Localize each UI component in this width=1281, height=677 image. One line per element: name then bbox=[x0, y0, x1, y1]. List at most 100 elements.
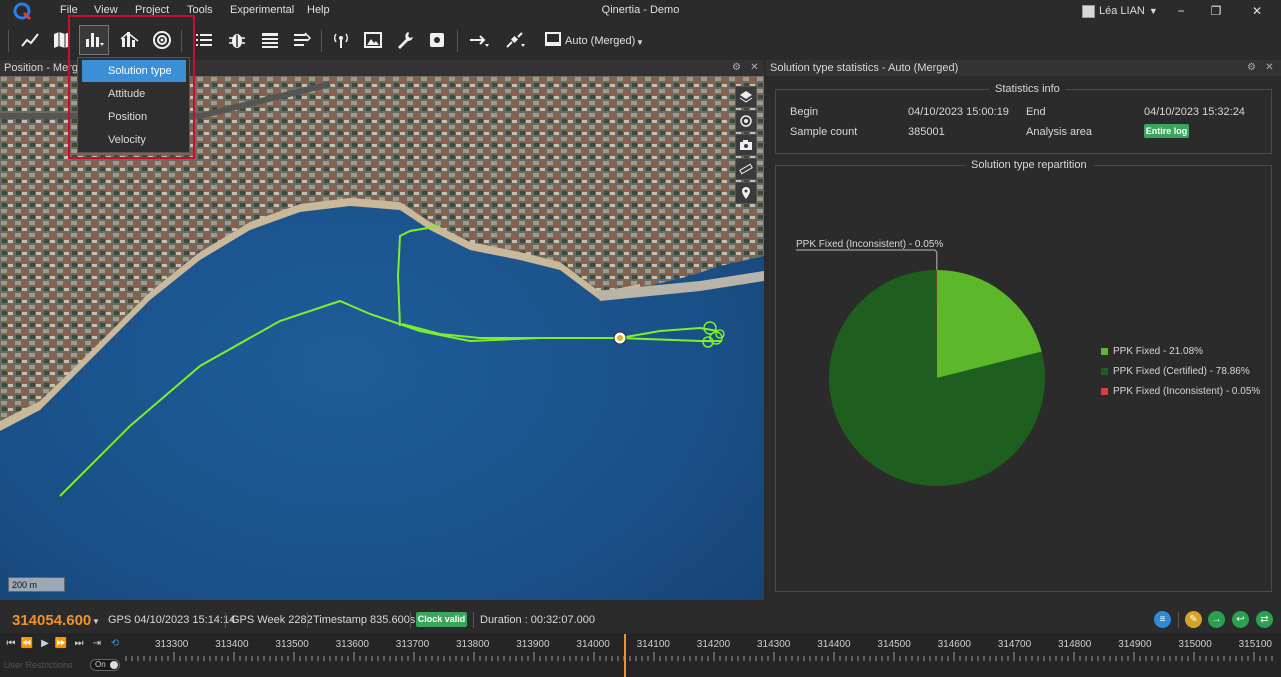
ruler-icon bbox=[739, 163, 753, 175]
timeline-tick-label: 313700 bbox=[395, 639, 430, 650]
minimize-button[interactable]: − bbox=[1177, 4, 1185, 18]
timestamp: Timestamp 835.600s bbox=[313, 614, 416, 626]
camera-icon bbox=[740, 140, 752, 150]
maximize-button[interactable]: ❐ bbox=[1210, 4, 1222, 18]
debug-button[interactable] bbox=[222, 25, 252, 55]
image-button[interactable] bbox=[358, 25, 388, 55]
legend-label: PPK Fixed (Inconsistent) - 0.05% bbox=[1113, 386, 1261, 397]
return-button[interactable]: ↩ bbox=[1232, 611, 1249, 628]
end-label: End bbox=[1026, 106, 1046, 118]
ruler-button[interactable] bbox=[735, 158, 757, 180]
timeline-tick-label: 313800 bbox=[456, 639, 490, 650]
gps-week: GPS Week 2282 bbox=[231, 614, 313, 626]
line-chart-button[interactable] bbox=[15, 25, 45, 55]
skip-end-icon[interactable]: ⏭ bbox=[74, 638, 84, 649]
timeline-tick-label: 313600 bbox=[335, 639, 369, 650]
menu-view[interactable]: View bbox=[94, 4, 118, 16]
list-view-button[interactable]: ≡ bbox=[1154, 611, 1171, 628]
map-button[interactable] bbox=[47, 25, 77, 55]
list-button[interactable] bbox=[189, 25, 219, 55]
table-icon bbox=[262, 33, 278, 48]
antenna-icon bbox=[334, 33, 348, 48]
target-button[interactable] bbox=[147, 25, 177, 55]
settings-button[interactable] bbox=[422, 25, 452, 55]
tools-button[interactable] bbox=[390, 25, 420, 55]
user-menu[interactable]: Léa LIAN ▼ bbox=[1082, 3, 1158, 19]
next-step-icon[interactable]: ⇥ bbox=[92, 638, 102, 649]
timeline-cursor[interactable] bbox=[624, 634, 626, 677]
layers-button[interactable] bbox=[735, 86, 757, 108]
histogram-icon bbox=[120, 32, 139, 47]
legend-swatch bbox=[1101, 368, 1108, 375]
settings-icon[interactable]: ⚙ bbox=[1247, 62, 1256, 73]
fast-forward-icon[interactable]: ⏩ bbox=[54, 638, 68, 649]
list-icon bbox=[196, 34, 212, 46]
table-button[interactable] bbox=[255, 25, 285, 55]
loop-icon[interactable]: ⟲ bbox=[110, 638, 120, 649]
dropdown-item-velocity[interactable]: Velocity bbox=[108, 134, 146, 146]
chevron-down-icon[interactable]: ▼ bbox=[92, 617, 100, 626]
histogram-button[interactable] bbox=[115, 25, 145, 55]
map-view[interactable] bbox=[0, 76, 764, 600]
source-label[interactable]: Auto (Merged) bbox=[565, 35, 636, 47]
chevron-down-icon[interactable]: ▼ bbox=[636, 38, 644, 47]
rewind-icon[interactable]: ⏪ bbox=[20, 638, 34, 649]
skip-start-icon[interactable]: ⏮ bbox=[6, 638, 16, 649]
return-icon: ↩ bbox=[1236, 614, 1245, 625]
screenshot-button[interactable] bbox=[735, 134, 757, 156]
monitor-icon bbox=[545, 32, 561, 46]
timeline-tick-label: 314800 bbox=[1058, 639, 1092, 650]
statistics-info-group bbox=[775, 89, 1272, 154]
close-icon[interactable]: ✕ bbox=[1265, 62, 1274, 73]
timeline-tick-label: 313400 bbox=[215, 639, 249, 650]
play-icon[interactable]: ▶ bbox=[41, 638, 49, 649]
settings-icon[interactable]: ⚙ bbox=[732, 62, 741, 73]
dropdown-item-position[interactable]: Position bbox=[108, 111, 148, 123]
timeline-tick-label: 313300 bbox=[155, 639, 189, 650]
analysis-area-badge: Entire log bbox=[1144, 124, 1189, 138]
dropdown-item-solution-type[interactable]: Solution type bbox=[82, 60, 186, 82]
target-icon bbox=[153, 31, 171, 49]
close-button[interactable]: ✕ bbox=[1251, 4, 1263, 18]
center-position-button[interactable] bbox=[735, 110, 757, 132]
sync-button[interactable]: ✎ bbox=[1185, 611, 1202, 628]
close-icon[interactable]: ✕ bbox=[750, 62, 759, 73]
timeline[interactable] bbox=[0, 633, 1281, 677]
merge-icon bbox=[470, 35, 489, 47]
qinertia-logo-icon[interactable] bbox=[12, 2, 32, 20]
merge-button[interactable] bbox=[464, 25, 494, 55]
satellite-button[interactable] bbox=[500, 25, 530, 55]
dropdown-item-attitude[interactable]: Attitude bbox=[108, 88, 146, 100]
duration: Duration : 00:32:07.000 bbox=[480, 614, 595, 626]
timeline-tick-label: 315100 bbox=[1238, 639, 1272, 650]
legend-swatch bbox=[1101, 348, 1108, 355]
marker-button[interactable] bbox=[735, 182, 757, 204]
begin-label: Begin bbox=[790, 106, 819, 118]
menu-help[interactable]: Help bbox=[307, 4, 330, 16]
swap-button[interactable]: ⇄ bbox=[1256, 611, 1273, 628]
chevron-down-icon: ▼ bbox=[1148, 6, 1158, 16]
sample-count-value: 385001 bbox=[908, 126, 945, 138]
current-time-value[interactable]: 314054.600 bbox=[12, 612, 92, 629]
arrow-right-icon: → bbox=[1211, 614, 1222, 625]
timeline-tick-label: 314400 bbox=[817, 639, 851, 650]
legend-item: PPK Fixed (Certified) - 78.86% bbox=[1101, 366, 1250, 377]
status-bar bbox=[0, 607, 1281, 633]
menu-tools[interactable]: Tools bbox=[187, 4, 213, 16]
report-button[interactable] bbox=[287, 25, 317, 55]
antenna-button[interactable] bbox=[326, 25, 356, 55]
menu-file[interactable]: File bbox=[60, 4, 78, 16]
menu-project[interactable]: Project bbox=[135, 4, 170, 16]
forward-button[interactable]: → bbox=[1208, 611, 1225, 628]
bug-icon bbox=[229, 34, 245, 48]
legend-label: PPK Fixed - 21.08% bbox=[1113, 346, 1204, 357]
statistics-chart-button[interactable] bbox=[79, 25, 109, 55]
sample-count-label: Sample count bbox=[790, 126, 858, 138]
repartition-title: Solution type repartition bbox=[965, 159, 1093, 171]
menu-experimental[interactable]: Experimental bbox=[230, 4, 295, 16]
source-selector-button[interactable] bbox=[538, 25, 568, 55]
stats-panel-title: Solution type statistics - Auto (Merged) bbox=[770, 62, 959, 74]
user-name: Léa LIAN bbox=[1099, 5, 1145, 17]
timeline-tick-label: 313500 bbox=[275, 639, 309, 650]
pie-slice-ppk-fixed-certified bbox=[829, 270, 1045, 487]
